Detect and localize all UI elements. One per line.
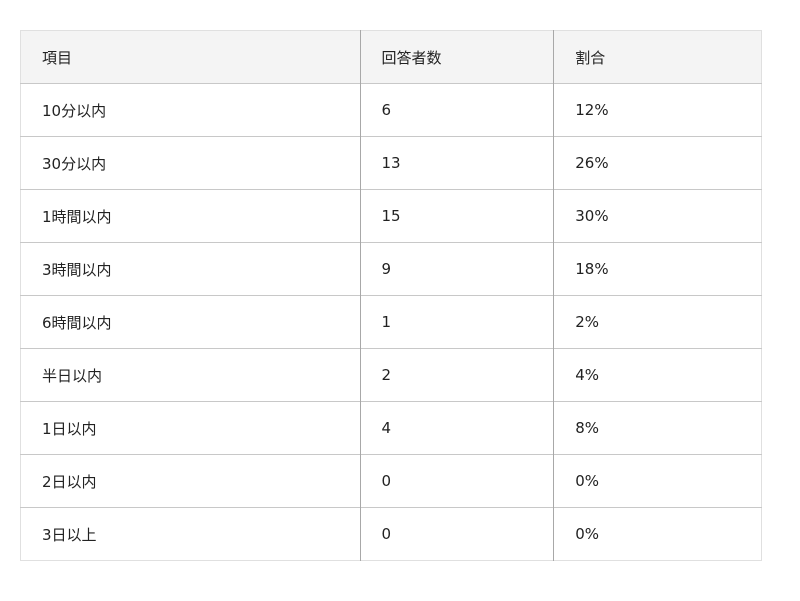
cell-item: 30分以内 — [20, 136, 360, 190]
table-header-row: 項目 回答者数 割合 — [20, 30, 762, 84]
cell-item: 3日以上 — [20, 507, 360, 561]
cell-respondents: 1 — [359, 295, 554, 349]
cell-respondents: 15 — [359, 189, 554, 243]
cell-respondents: 0 — [359, 454, 554, 508]
cell-ratio: 18% — [553, 242, 762, 296]
table-row: 6時間以内 1 2% — [20, 295, 762, 349]
cell-respondents: 0 — [359, 507, 554, 561]
cell-item: 1日以内 — [20, 401, 360, 455]
cell-item: 10分以内 — [20, 83, 360, 137]
table-row: 30分以内 13 26% — [20, 136, 762, 190]
table-row: 3時間以内 9 18% — [20, 242, 762, 296]
cell-ratio: 8% — [553, 401, 762, 455]
cell-item: 1時間以内 — [20, 189, 360, 243]
cell-ratio: 0% — [553, 454, 762, 508]
table-row: 1時間以内 15 30% — [20, 189, 762, 243]
cell-item: 6時間以内 — [20, 295, 360, 349]
cell-ratio: 12% — [553, 83, 762, 137]
cell-item: 3時間以内 — [20, 242, 360, 296]
cell-respondents: 9 — [359, 242, 554, 296]
header-respondents: 回答者数 — [359, 30, 554, 84]
table-row: 2日以内 0 0% — [20, 454, 762, 508]
cell-respondents: 4 — [359, 401, 554, 455]
cell-ratio: 0% — [553, 507, 762, 561]
cell-ratio: 2% — [553, 295, 762, 349]
cell-ratio: 26% — [553, 136, 762, 190]
cell-respondents: 2 — [359, 348, 554, 402]
table-row: 10分以内 6 12% — [20, 83, 762, 137]
cell-item: 2日以内 — [20, 454, 360, 508]
response-time-table: 項目 回答者数 割合 10分以内 6 12% 30分以内 13 26% 1時間以内 15 30%… — [20, 30, 762, 561]
cell-item: 半日以内 — [20, 348, 360, 402]
header-ratio: 割合 — [553, 30, 762, 84]
table-row: 3日以上 0 0% — [20, 507, 762, 561]
cell-ratio: 30% — [553, 189, 762, 243]
cell-respondents: 6 — [359, 83, 554, 137]
table-row: 1日以内 4 8% — [20, 401, 762, 455]
cell-ratio: 4% — [553, 348, 762, 402]
header-item: 項目 — [20, 30, 360, 84]
table-row: 半日以内 2 4% — [20, 348, 762, 402]
cell-respondents: 13 — [359, 136, 554, 190]
